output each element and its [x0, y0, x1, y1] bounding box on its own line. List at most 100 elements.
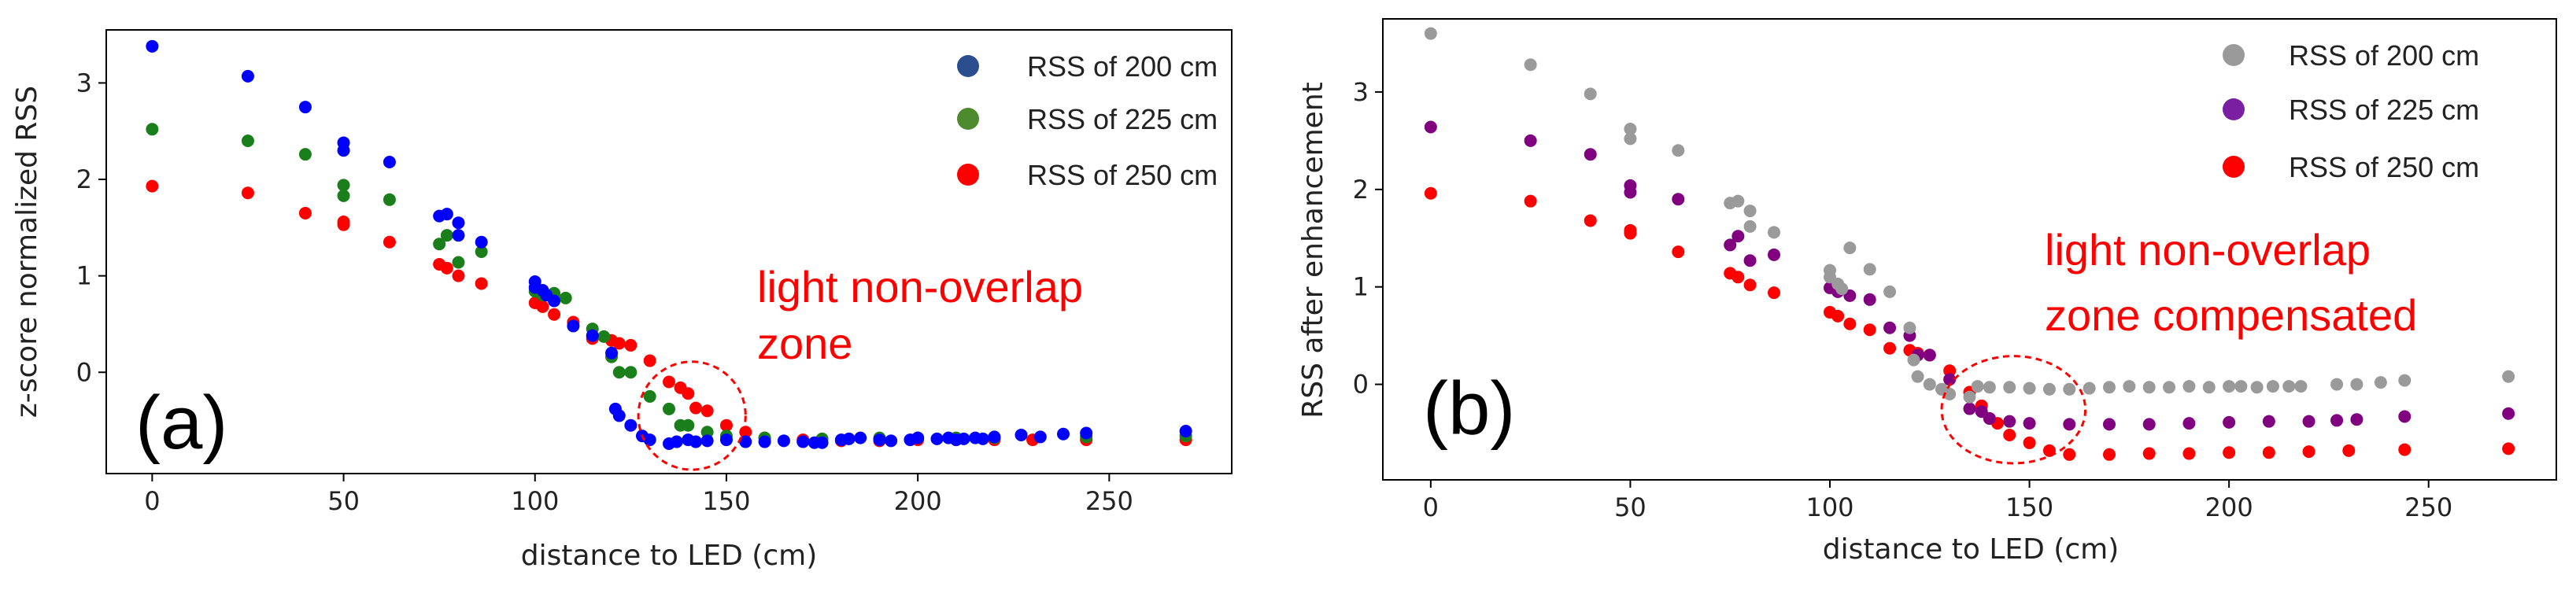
panel-a-label: (a): [135, 381, 227, 465]
panel-a-point-series-2: [337, 189, 350, 202]
panel-b-point-series-2: [2262, 415, 2275, 428]
panel-a-point-series-2: [643, 389, 656, 403]
panel-a-point-series-1: [777, 434, 790, 448]
panel-b-point-series-3: [2142, 447, 2156, 460]
panel-a-legend: RSS of 200 cm RSS of 225 cm RSS of 250 c…: [957, 50, 1218, 191]
panel-b-annotation-line-2: zone compensated: [2045, 290, 2417, 340]
panel-a-point-series-1: [796, 435, 810, 448]
panel-a-point-series-1: [739, 435, 752, 448]
panel-b-point-series-3: [1883, 341, 1897, 355]
panel-b-point-series-1: [1743, 205, 1757, 218]
panel-b: 0 1 2 3 0 50 100 150 200 250 light non-overlap z…: [1297, 18, 2557, 566]
panel-a-point-series-2: [452, 256, 465, 269]
panel-b-point-series-2: [1943, 373, 1957, 386]
panel-b-point-series-1: [2063, 382, 2076, 396]
panel-b-point-series-2: [1883, 321, 1897, 334]
panel-b-point-series-1: [1424, 27, 1437, 40]
panel-a-point-series-1: [452, 229, 465, 242]
panel-b-point-series-3: [2302, 445, 2315, 459]
panel-a-point-series-1: [873, 433, 886, 447]
panel-a-point-series-1: [548, 294, 561, 308]
panel-b-ytick-label: 0: [1353, 370, 1369, 400]
panel-b-xtick-label: 200: [2205, 492, 2253, 522]
panel-b-legend-marker-3: [2223, 156, 2245, 178]
panel-b-point-series-3: [1743, 278, 1757, 292]
panel-b-point-series-1: [2202, 381, 2216, 394]
panel-a-point-series-3: [739, 426, 752, 439]
panel-a-point-series-1: [670, 435, 683, 448]
panel-b-point-series-3: [2003, 429, 2016, 442]
panel-b-xtick-label: 150: [2005, 492, 2053, 522]
panel-a-point-series-3: [146, 179, 159, 193]
panel-a-point-series-1: [689, 435, 703, 448]
panel-b-point-series-1: [1883, 285, 1897, 298]
panel-a-legend-label-2: RSS of 225 cm: [1027, 103, 1218, 135]
panel-a-point-series-1: [586, 329, 599, 342]
panel-b-point-series-2: [1963, 402, 1976, 415]
panel-a-point-series-1: [298, 101, 312, 114]
panel-b-point-series-2: [1672, 193, 1685, 206]
panel-b-ytick-label: 3: [1353, 77, 1369, 107]
panel-b-point-series-2: [1724, 238, 1737, 252]
panel-b-point-series-1: [2350, 378, 2363, 391]
panel-a-legend-label-3: RSS of 250 cm: [1027, 159, 1218, 191]
panel-b-point-series-2: [2330, 414, 2344, 427]
panel-b-point-series-1: [1672, 144, 1685, 157]
panel-a-point-series-3: [452, 269, 465, 282]
panel-a-point-series-2: [682, 418, 695, 432]
panel-b-point-series-1: [2083, 382, 2096, 395]
panel-b-ytick-label: 1: [1353, 272, 1369, 302]
panel-a-point-series-1: [758, 435, 771, 448]
panel-b-xticks: 0 50 100 150 200 250: [1423, 480, 2452, 522]
panel-b-point-series-1: [2223, 380, 2236, 393]
panel-a-point-series-3: [682, 387, 695, 400]
panel-a-point-series-2: [612, 366, 626, 379]
panel-a-point-series-2: [298, 148, 312, 161]
panel-a-point-series-1: [643, 433, 656, 447]
panel-b-point-series-1: [2142, 381, 2156, 394]
panel-b-point-series-2: [2398, 410, 2412, 423]
panel-a: 0 1 2 3 0 50 100 150 200 250 light non-overlap z…: [11, 29, 1233, 572]
panel-b-point-series-2: [2023, 417, 2036, 430]
panel-a-point-series-1: [885, 434, 898, 448]
panel-a-point-series-1: [146, 39, 159, 53]
panel-a-point-series-1: [1015, 428, 1028, 441]
panel-b-point-series-1: [1743, 219, 1757, 233]
panel-b-point-series-2: [1624, 186, 1637, 199]
panel-a-point-series-1: [854, 431, 867, 444]
panel-b-point-series-3: [1584, 214, 1597, 227]
panel-a-point-series-1: [815, 436, 829, 449]
panel-a-point-series-1: [930, 432, 944, 445]
panel-a-point-series-2: [433, 238, 446, 251]
panel-a-point-series-2: [700, 426, 714, 439]
panel-b-point-series-3: [2182, 447, 2196, 460]
panel-a-xtick-label: 100: [511, 486, 559, 516]
panel-a-point-series-1: [567, 319, 580, 333]
panel-a-legend-marker-1: [957, 55, 979, 77]
panel-b-legend-marker-1: [2223, 44, 2245, 66]
panel-b-legend-label-1: RSS of 200 cm: [2289, 39, 2479, 72]
panel-b-point-series-1: [1843, 242, 1857, 255]
panel-a-point-series-3: [624, 338, 638, 352]
panel-b-frame: [1382, 18, 2557, 481]
panel-b-point-series-1: [2282, 380, 2296, 393]
panel-b-point-series-2: [1983, 411, 1996, 425]
panel-b-xtick-label: 50: [1614, 492, 1646, 522]
panel-b-point-series-2: [1923, 348, 1936, 362]
panel-a-point-series-2: [597, 330, 611, 343]
panel-b-point-series-3: [1831, 309, 1845, 323]
panel-b-point-series-2: [2182, 417, 2196, 430]
panel-a-ytick-label: 0: [76, 357, 92, 387]
panel-a-xtick-label: 0: [144, 486, 160, 516]
panel-a-point-series-1: [612, 409, 626, 422]
panel-b-point-series-1: [2042, 382, 2056, 396]
panel-b-point-series-2: [1743, 254, 1757, 267]
panel-a-point-series-1: [988, 430, 1001, 444]
panel-b-point-series-3: [2398, 443, 2412, 456]
panel-a-point-series-1: [700, 434, 714, 448]
panel-b-point-series-2: [2350, 413, 2363, 426]
panel-a-point-series-1: [605, 346, 619, 359]
panel-a-point-series-3: [337, 218, 350, 231]
panel-b-point-series-1: [2330, 378, 2344, 391]
